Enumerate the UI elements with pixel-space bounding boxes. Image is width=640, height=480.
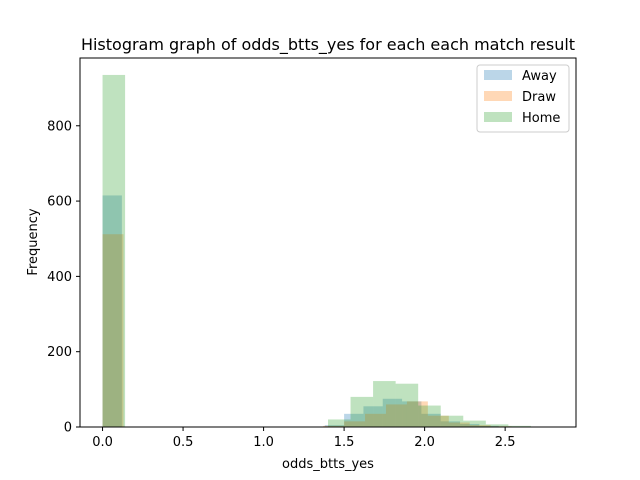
- histogram-bar: [324, 425, 345, 427]
- histogram-bar: [479, 425, 499, 427]
- legend-swatch-draw: [484, 91, 512, 101]
- histogram-bar: [323, 425, 345, 427]
- histogram-bar: [418, 405, 441, 427]
- legend-swatch-home: [484, 112, 512, 122]
- histogram-bar: [469, 425, 491, 427]
- histogram-bar: [448, 422, 470, 427]
- histogram-bar: [382, 398, 403, 427]
- legend: Away Draw Home: [476, 64, 570, 133]
- histogram-bar: [102, 234, 124, 427]
- y-axis-title: Frequency: [26, 208, 41, 275]
- histogram-bar: [102, 195, 122, 427]
- histogram-bar: [102, 74, 126, 427]
- y-tick-label: 800: [47, 119, 72, 134]
- histogram-bar: [463, 420, 486, 427]
- histogram-bar: [385, 404, 407, 427]
- series-home: [102, 74, 554, 427]
- legend-swatch-away: [484, 70, 512, 80]
- histogram-bar: [344, 413, 364, 427]
- x-tick-label: 2.5: [495, 435, 516, 450]
- histogram-bar: [406, 401, 428, 427]
- histogram-bar: [460, 423, 480, 427]
- x-axis-title: odds_btts_yes: [282, 457, 374, 472]
- series-draw: [102, 234, 533, 427]
- histogram-bar: [350, 396, 374, 427]
- legend-label-home: Home: [522, 111, 560, 126]
- histogram-bar: [508, 425, 531, 427]
- series-away: [102, 195, 519, 427]
- histogram-bar: [421, 413, 441, 427]
- histogram-bar: [440, 421, 461, 427]
- legend-label-draw: Draw: [522, 90, 556, 105]
- histogram-bar: [427, 415, 449, 427]
- y-tick-label: 400: [47, 270, 72, 285]
- legend-box: [476, 64, 570, 133]
- chart-title: Histogram graph of odds_btts_yes for eac…: [81, 35, 575, 55]
- y-tick-label: 200: [47, 345, 72, 360]
- x-axis-ticks: 0.0 0.5 1.0 1.5 2.0 2.5: [92, 427, 515, 450]
- histogram-bar: [402, 401, 422, 427]
- y-tick-label: 0: [64, 421, 72, 436]
- histogram-bar: [395, 383, 419, 427]
- histogram-bar: [365, 413, 386, 427]
- histogram-bar: [440, 415, 464, 427]
- bars-layer: [102, 74, 554, 427]
- histogram-bar: [373, 381, 396, 427]
- histogram-bar: [328, 419, 351, 427]
- y-tick-label: 600: [47, 195, 72, 210]
- x-tick-label: 0.5: [173, 435, 194, 450]
- histogram-bar: [485, 424, 509, 427]
- x-tick-label: 0.0: [92, 435, 113, 450]
- plot-frame: [79, 57, 577, 428]
- x-tick-label: 1.0: [253, 435, 274, 450]
- histogram-bar: [344, 421, 366, 427]
- x-tick-label: 1.5: [334, 435, 355, 450]
- histogram-bar: [363, 406, 383, 427]
- legend-label-away: Away: [522, 69, 557, 84]
- x-tick-label: 2.0: [414, 435, 435, 450]
- y-axis-ticks: 0 200 400 600 800: [47, 119, 80, 436]
- legend-items: Away Draw Home: [484, 69, 560, 126]
